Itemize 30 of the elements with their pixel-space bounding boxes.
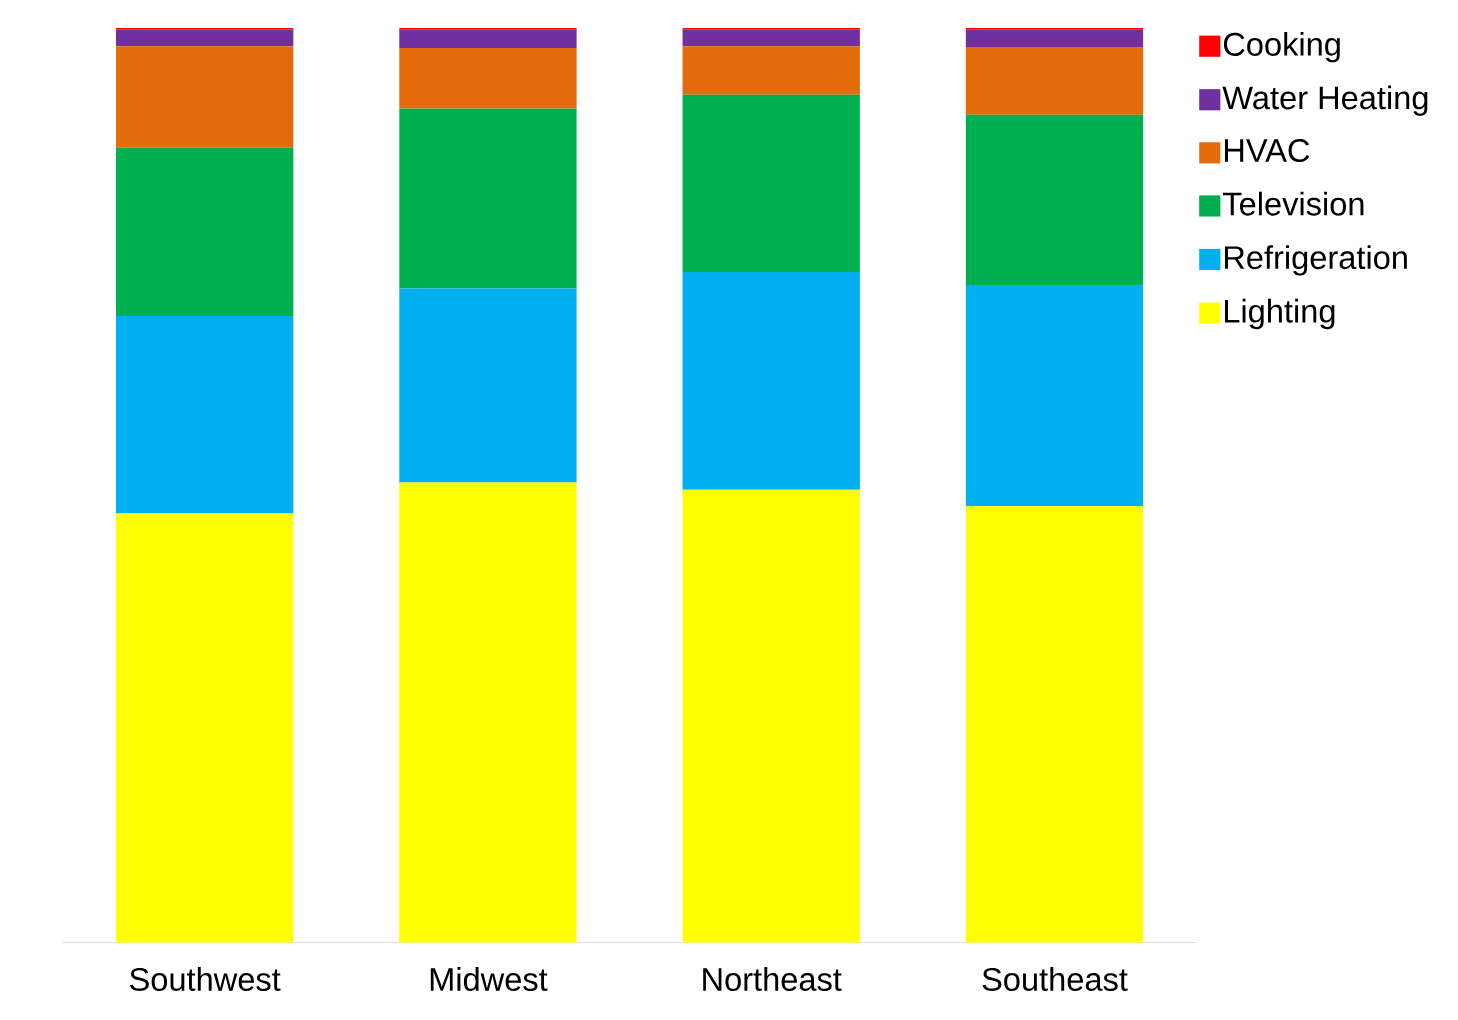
bar [116, 29, 294, 47]
legend-label: Cooking [1223, 32, 1340, 63]
bar [399, 29, 577, 49]
x-tick-label: Northeast [703, 967, 842, 992]
bar [682, 94, 860, 273]
x-tick-label: Midwest [430, 967, 548, 992]
bar [682, 29, 860, 47]
bar [116, 513, 294, 943]
bar [965, 29, 1144, 48]
bar [399, 288, 577, 483]
bar [965, 285, 1144, 507]
x-tick-label: Southwest [130, 967, 281, 992]
legend-label: Lighting [1224, 299, 1335, 330]
bar [399, 108, 577, 289]
bar [116, 316, 294, 514]
bar [399, 48, 577, 109]
x-tick-label: Southeast [982, 967, 1128, 992]
bar [965, 115, 1144, 286]
bar [682, 46, 860, 95]
legend-label: HVAC [1224, 139, 1310, 163]
bar [116, 147, 294, 317]
legend-label: Water Heating [1222, 85, 1428, 117]
bar [116, 46, 294, 148]
legend-label: Refrigeration [1224, 245, 1407, 276]
bar [682, 272, 860, 491]
bar [399, 482, 577, 943]
bar [965, 506, 1144, 943]
bar [965, 47, 1144, 116]
legend-label: Television [1223, 191, 1364, 216]
bar [682, 490, 860, 943]
